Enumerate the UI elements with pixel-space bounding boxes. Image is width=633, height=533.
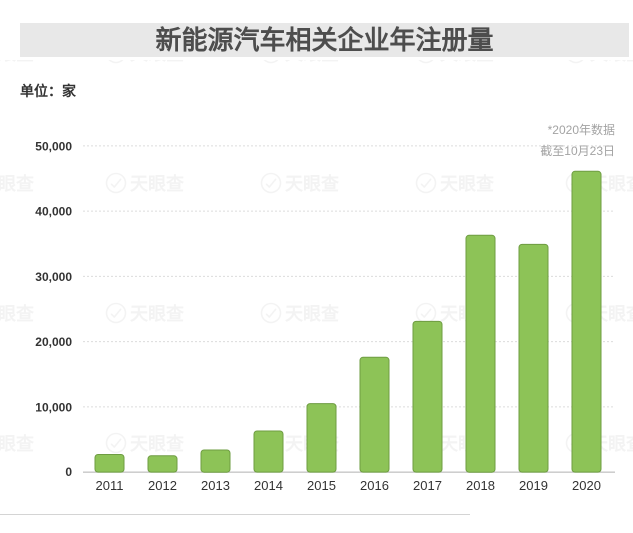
svg-text:40,000: 40,000 [35,205,72,219]
svg-text:2015: 2015 [307,478,336,493]
svg-text:30,000: 30,000 [35,270,72,284]
svg-text:50,000: 50,000 [35,139,72,153]
svg-text:0: 0 [65,465,72,479]
svg-text:2013: 2013 [201,478,230,493]
svg-text:2014: 2014 [254,478,283,493]
svg-text:2020: 2020 [572,478,601,493]
svg-text:2018: 2018 [466,478,495,493]
svg-text:20,000: 20,000 [35,335,72,349]
svg-text:2011: 2011 [96,478,124,493]
svg-text:2016: 2016 [360,478,389,493]
svg-text:2017: 2017 [413,478,442,493]
svg-text:10,000: 10,000 [35,400,72,414]
svg-text:2012: 2012 [148,478,177,493]
svg-text:2019: 2019 [519,478,548,493]
